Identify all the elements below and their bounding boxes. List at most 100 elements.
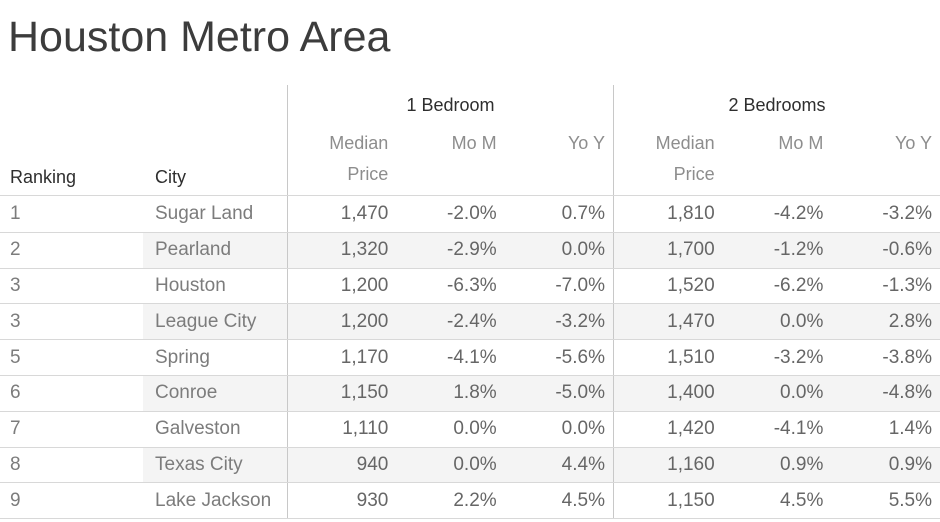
yoy-cell: -3.2%: [882, 202, 933, 224]
mom-cell: 4.5%: [780, 489, 824, 511]
two-bedroom-cells: 1,470 0.0% 2.8%: [613, 304, 940, 340]
table-row: 1 Sugar Land 1,470 -2.0% 0.7% 1,810 -4.2…: [0, 196, 940, 232]
ranking-cell: 2: [10, 239, 21, 261]
ranking-cell: 3: [10, 310, 21, 332]
row-header-labels: Ranking City: [0, 85, 287, 195]
one-bedroom-cells: 1,320 -2.9% 0.0%: [287, 232, 613, 268]
one-bedroom-cells: 1,170 -4.1% -5.6%: [287, 340, 613, 375]
table-row: 8 Texas City 940 0.0% 4.4% 1,160 0.9% 0.…: [0, 446, 940, 483]
one-bedroom-cells: 1,470 -2.0% 0.7%: [287, 196, 613, 232]
one-bedroom-cells: 1,200 -2.4% -3.2%: [287, 304, 613, 340]
median-price-cell: 1,810: [667, 202, 715, 224]
city-cell: League City: [143, 304, 287, 340]
median-price-cell: 1,520: [667, 274, 715, 296]
yoy-cell: 5.5%: [888, 489, 933, 511]
ranking-cell: 3: [10, 274, 21, 296]
yoy-header: Yo Y: [894, 133, 933, 153]
yoy-cell: -5.0%: [555, 382, 605, 404]
table-row: 5 Spring 1,170 -4.1% -5.6% 1,510 -3.2% -…: [0, 339, 940, 375]
city-cell: Texas City: [143, 447, 287, 483]
city-cell: Pearland: [143, 232, 287, 268]
mom-cell: -6.3%: [447, 274, 497, 296]
table-body: 1 Sugar Land 1,470 -2.0% 0.7% 1,810 -4.2…: [0, 195, 940, 520]
one-bedroom-cells: 1,150 1.8% -5.0%: [287, 375, 613, 411]
median-price-cell: 1,400: [667, 382, 715, 404]
table-row: 7 Galveston 1,110 0.0% 0.0% 1,420 -4.1% …: [0, 410, 940, 447]
mom-cell: 1.8%: [453, 382, 497, 404]
city-column-header: City: [155, 167, 186, 187]
yoy-cell: -1.3%: [882, 274, 933, 296]
two-bedroom-cells: 1,700 -1.2% -0.6%: [613, 232, 940, 268]
median-price-cell: 1,150: [340, 382, 389, 404]
one-bedroom-cells: 1,110 0.0% 0.0%: [287, 411, 613, 447]
mom-cell: 0.0%: [780, 382, 824, 404]
median-price-cell: 1,700: [667, 239, 715, 261]
two-bedroom-cells: 1,510 -3.2% -3.8%: [613, 340, 940, 375]
mom-cell: -3.2%: [773, 346, 824, 368]
city-cell: Houston: [155, 274, 226, 296]
ranking-column-header: Ranking: [10, 167, 77, 187]
mom-cell: 0.0%: [453, 418, 497, 440]
median-price-cell: 1,200: [340, 274, 389, 296]
table-row: 2 Pearland 1,320 -2.9% 0.0% 1,700 -1.2% …: [0, 231, 940, 268]
mom-header: Mo M: [451, 133, 497, 153]
yoy-cell: 0.9%: [888, 453, 933, 475]
mom-cell: 0.0%: [780, 310, 824, 332]
table-row: 6 Conroe 1,150 1.8% -5.0% 1,400 0.0% -4.…: [0, 374, 940, 411]
city-cell: Spring: [155, 346, 210, 368]
mom-cell: 0.0%: [453, 453, 497, 475]
median-price-cell: 930: [356, 489, 389, 511]
yoy-cell: 0.0%: [561, 418, 605, 440]
two-bedroom-cells: 1,400 0.0% -4.8%: [613, 375, 940, 411]
ranking-cell: 5: [10, 346, 21, 368]
median-price-cell: 1,470: [340, 202, 389, 224]
city-cell: Conroe: [143, 375, 287, 411]
mom-cell: -4.1%: [773, 418, 824, 440]
yoy-header: Yo Y: [567, 133, 605, 153]
city-cell: Galveston: [155, 418, 241, 440]
yoy-cell: -3.2%: [555, 310, 605, 332]
two-bedroom-group-label: 2 Bedrooms: [728, 95, 826, 115]
ranking-cell: 6: [10, 382, 21, 404]
city-cell: Sugar Land: [155, 202, 254, 224]
median-price-cell: 1,510: [667, 346, 715, 368]
median-price-cell: 1,420: [667, 418, 715, 440]
yoy-cell: 4.4%: [561, 453, 605, 475]
two-bedroom-cells: 1,150 4.5% 5.5%: [613, 483, 940, 519]
rent-table: Ranking City 1 Bedroom Median Price Mo M…: [0, 85, 940, 520]
yoy-cell: -7.0%: [555, 274, 605, 296]
yoy-cell: 0.7%: [561, 202, 605, 224]
table-row: 3 Houston 1,200 -6.3% -7.0% 1,520 -6.2% …: [0, 267, 940, 304]
yoy-cell: 4.5%: [561, 489, 605, 511]
yoy-cell: -4.8%: [882, 382, 933, 404]
median-price-header: Median Price: [329, 133, 389, 184]
ranking-cell: 8: [10, 453, 21, 475]
one-bedroom-cells: 930 2.2% 4.5%: [287, 483, 613, 519]
yoy-cell: -5.6%: [555, 346, 605, 368]
median-price-cell: 1,150: [667, 489, 715, 511]
one-bedroom-header-group: 1 Bedroom Median Price Mo M Yo Y: [287, 85, 613, 195]
two-bedroom-cells: 1,160 0.9% 0.9%: [613, 447, 940, 483]
one-bedroom-group-label: 1 Bedroom: [406, 95, 495, 115]
ranking-cell: 1: [10, 202, 21, 224]
mom-cell: -2.0%: [447, 202, 497, 224]
mom-cell: -1.2%: [773, 239, 824, 261]
median-price-cell: 1,470: [667, 310, 715, 332]
median-price-header: Median Price: [655, 133, 715, 184]
median-price-cell: 1,200: [340, 310, 389, 332]
two-bedroom-cells: 1,520 -6.2% -1.3%: [613, 268, 940, 304]
table-header: Ranking City 1 Bedroom Median Price Mo M…: [0, 85, 940, 195]
median-price-cell: 1,170: [340, 346, 389, 368]
table-row: 3 League City 1,200 -2.4% -3.2% 1,470 0.…: [0, 303, 940, 340]
two-bedroom-cells: 1,810 -4.2% -3.2%: [613, 196, 940, 232]
median-price-cell: 1,320: [340, 239, 389, 261]
two-bedroom-cells: 1,420 -4.1% 1.4%: [613, 411, 940, 447]
median-price-cell: 1,110: [342, 418, 389, 440]
two-bedroom-subheaders: Median Price Mo M Yo Y: [614, 128, 940, 195]
one-bedroom-cells: 1,200 -6.3% -7.0%: [287, 268, 613, 304]
mom-cell: -2.9%: [447, 239, 497, 261]
ranking-cell: 9: [10, 489, 21, 511]
yoy-cell: 2.8%: [888, 310, 933, 332]
page-title: Houston Metro Area: [8, 13, 391, 61]
mom-cell: 2.2%: [453, 489, 497, 511]
